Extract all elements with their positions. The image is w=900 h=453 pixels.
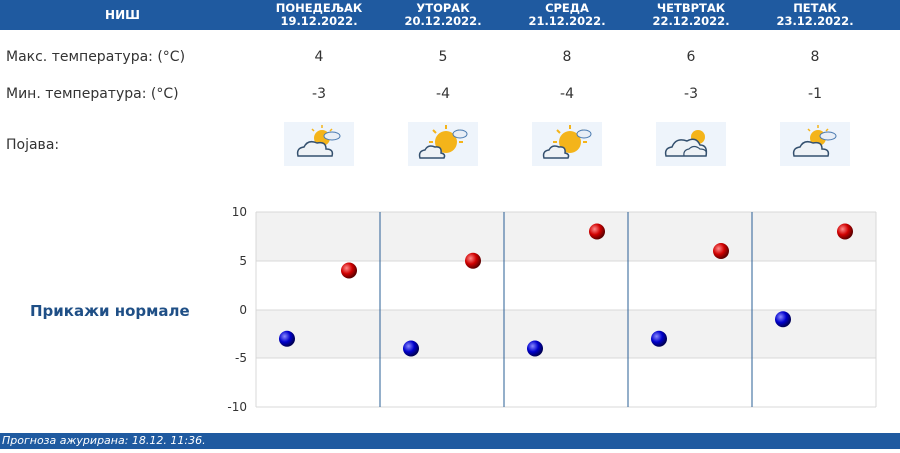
max-temp-point: [837, 223, 853, 240]
day-name: УТОРАК: [416, 1, 470, 15]
y-tick-label: -5: [235, 351, 247, 365]
min-temp-value: -3: [312, 86, 326, 102]
grid-band: [256, 358, 876, 407]
header-bar: НИШ ПОНЕДЕЉАК 19.12.2022. УТОРАК 20.12.2…: [0, 0, 900, 30]
mostly-sunny-icon: [408, 122, 478, 166]
day-header-3: СРЕДА 21.12.2022.: [505, 2, 629, 28]
y-tick-label: -10: [227, 400, 247, 414]
max-temp-value: 4: [314, 49, 324, 65]
max-temp-value: 5: [438, 49, 448, 65]
partly-cloudy-icon: [284, 122, 354, 166]
temperature-chart: 10 5 0 -5 -10: [227, 205, 877, 414]
mostly-sunny-icon: [532, 122, 602, 166]
city-name: НИШ: [105, 8, 140, 22]
grid-band: [256, 212, 876, 261]
y-tick-label: 10: [232, 205, 247, 219]
day-date: 19.12.2022.: [280, 14, 358, 28]
min-temp-value: -3: [684, 86, 698, 102]
min-temp-label: Мин. температура: (°C): [6, 86, 179, 102]
min-temp-value: -4: [436, 86, 450, 102]
min-temp-value: -4: [560, 86, 574, 102]
day-header-1: ПОНЕДЕЉАК 19.12.2022.: [257, 2, 381, 28]
day-date: 20.12.2022.: [404, 14, 482, 28]
day-name: ПОНЕДЕЉАК: [275, 1, 363, 15]
min-temp-point: [403, 340, 419, 357]
day-date: 21.12.2022.: [528, 14, 606, 28]
max-temp-value: 8: [810, 49, 820, 65]
min-temp-point: [775, 311, 791, 328]
max-temp-value: 8: [562, 49, 572, 65]
min-temp-point: [279, 330, 295, 347]
forecast-updated-text: Прогноза ажурирана: 18.12. 11:36.: [2, 434, 206, 447]
day-name: ПЕТАК: [793, 1, 837, 15]
max-temp-point: [465, 252, 481, 269]
grid-band: [256, 310, 876, 358]
cloudy-sunny-icon: [656, 122, 726, 166]
y-tick-label: 5: [239, 254, 247, 268]
day-date: 22.12.2022.: [652, 14, 730, 28]
day-header-5: ПЕТАК 23.12.2022.: [753, 2, 877, 28]
show-normals-link[interactable]: Прикажи нормале: [30, 302, 190, 320]
partly-cloudy-icon: [780, 122, 850, 166]
day-header-2: УТОРАК 20.12.2022.: [381, 2, 505, 28]
day-name: СРЕДА: [545, 1, 589, 15]
phenomenon-label: Појава:: [6, 137, 60, 153]
day-name: ЧЕТВРТАК: [656, 1, 726, 15]
min-temp-point: [651, 330, 667, 347]
min-temp-value: -1: [808, 86, 822, 102]
max-temp-point: [713, 243, 729, 259]
max-temp-label: Макс. температура: (°C): [6, 49, 186, 65]
max-temp-point: [341, 262, 357, 279]
min-temp-point: [527, 340, 543, 357]
y-tick-label: 0: [239, 303, 247, 317]
day-date: 23.12.2022.: [776, 14, 854, 28]
max-temp-value: 6: [686, 49, 696, 65]
max-temp-point: [589, 223, 605, 240]
footer-bar: Прогноза ажурирана: 18.12. 11:36.: [0, 433, 900, 449]
day-header-4: ЧЕТВРТАК 22.12.2022.: [629, 2, 753, 28]
grid-band: [256, 261, 876, 310]
